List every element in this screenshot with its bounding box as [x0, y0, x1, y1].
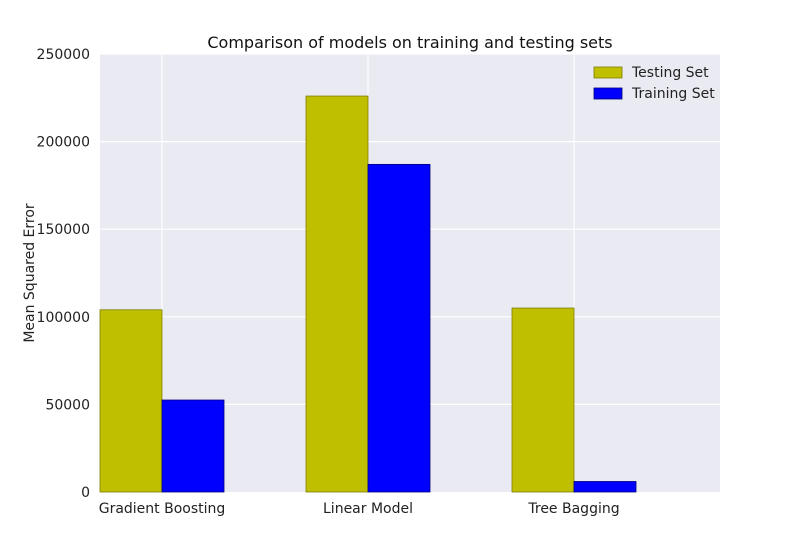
bar-testing-set-linear-model	[305, 95, 369, 493]
y-tick-label: 250000	[37, 47, 90, 63]
y-tick-label: 0	[81, 485, 90, 501]
legend-swatch-training-set	[593, 87, 623, 100]
bars	[99, 95, 637, 493]
y-tick-label: 200000	[37, 135, 90, 151]
legend: Testing Set Training Set	[593, 65, 715, 102]
x-tick-label: Linear Model	[323, 501, 413, 517]
chart-title: Comparison of models on training and tes…	[207, 33, 612, 52]
y-axis-label: Mean Squared Error	[22, 203, 38, 343]
bar-training-set-tree-bagging	[573, 481, 637, 493]
x-tick-label: Tree Bagging	[527, 501, 619, 517]
bar-training-set-gradient-boosting	[161, 399, 225, 493]
bar-testing-set-tree-bagging	[511, 307, 575, 493]
bar-testing-set-gradient-boosting	[99, 309, 163, 493]
bar-training-set-linear-model	[367, 163, 431, 493]
legend-swatch-testing-set	[593, 66, 623, 79]
y-tick-label: 100000	[37, 310, 90, 326]
x-axis-ticks: Gradient Boosting Linear Model Tree Baggin…	[99, 501, 620, 517]
legend-label: Testing Set	[631, 65, 709, 81]
y-tick-label: 50000	[45, 397, 90, 413]
legend-label: Training Set	[631, 86, 715, 102]
y-tick-label: 150000	[37, 222, 90, 238]
x-tick-label: Gradient Boosting	[99, 501, 226, 517]
y-axis-ticks: 0 50000 100000 150000 200000 250000	[37, 47, 90, 501]
